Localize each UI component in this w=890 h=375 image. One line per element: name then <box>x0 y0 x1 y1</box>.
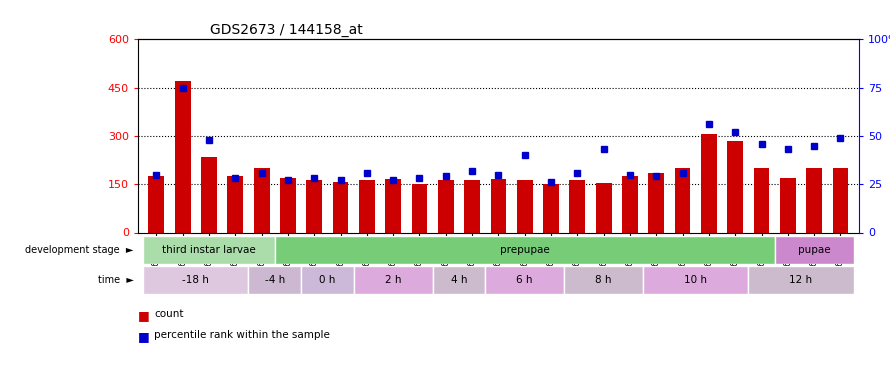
Text: time  ►: time ► <box>98 275 134 285</box>
Bar <box>438 180 454 232</box>
Text: 0 h: 0 h <box>320 275 336 285</box>
Text: 12 h: 12 h <box>789 275 813 285</box>
Bar <box>485 266 564 294</box>
Bar <box>385 179 401 232</box>
Bar <box>622 176 638 232</box>
Text: prepupae: prepupae <box>500 245 550 255</box>
Bar <box>465 180 480 232</box>
Bar <box>806 168 822 232</box>
Text: third instar larvae: third instar larvae <box>162 245 255 255</box>
Bar <box>754 168 769 232</box>
Bar <box>359 180 375 232</box>
Bar <box>780 178 796 232</box>
Bar <box>149 176 165 232</box>
Bar <box>649 173 664 232</box>
Bar <box>201 157 217 232</box>
Text: -18 h: -18 h <box>182 275 209 285</box>
Bar <box>490 179 506 232</box>
Bar <box>564 266 643 294</box>
Text: GDS2673 / 144158_at: GDS2673 / 144158_at <box>210 23 363 37</box>
Text: ■: ■ <box>138 309 150 322</box>
Bar <box>701 134 716 232</box>
Bar <box>570 180 586 232</box>
Text: 2 h: 2 h <box>384 275 401 285</box>
Text: 6 h: 6 h <box>516 275 533 285</box>
Bar <box>543 184 559 232</box>
Bar <box>353 266 433 294</box>
Text: 8 h: 8 h <box>595 275 612 285</box>
Bar <box>411 184 427 232</box>
Bar <box>143 236 275 264</box>
Bar <box>248 266 301 294</box>
Text: percentile rank within the sample: percentile rank within the sample <box>154 330 330 340</box>
Bar <box>275 236 774 264</box>
Text: 10 h: 10 h <box>684 275 708 285</box>
Text: 4 h: 4 h <box>450 275 467 285</box>
Bar <box>254 168 270 232</box>
Bar <box>595 183 611 232</box>
Bar <box>433 266 485 294</box>
Bar <box>174 81 190 232</box>
Bar <box>143 266 248 294</box>
Bar <box>280 178 295 232</box>
Bar <box>306 180 322 232</box>
Text: count: count <box>154 309 183 320</box>
Bar <box>301 266 353 294</box>
Text: development stage  ►: development stage ► <box>25 245 134 255</box>
Text: ■: ■ <box>138 330 150 343</box>
Bar <box>748 266 854 294</box>
Bar <box>774 236 854 264</box>
Text: pupae: pupae <box>797 245 830 255</box>
Bar <box>727 141 743 232</box>
Bar <box>333 182 348 232</box>
Bar <box>517 180 532 232</box>
Bar <box>675 168 691 232</box>
Bar <box>643 266 748 294</box>
Bar <box>228 176 243 232</box>
Bar <box>832 168 848 232</box>
Text: -4 h: -4 h <box>264 275 285 285</box>
